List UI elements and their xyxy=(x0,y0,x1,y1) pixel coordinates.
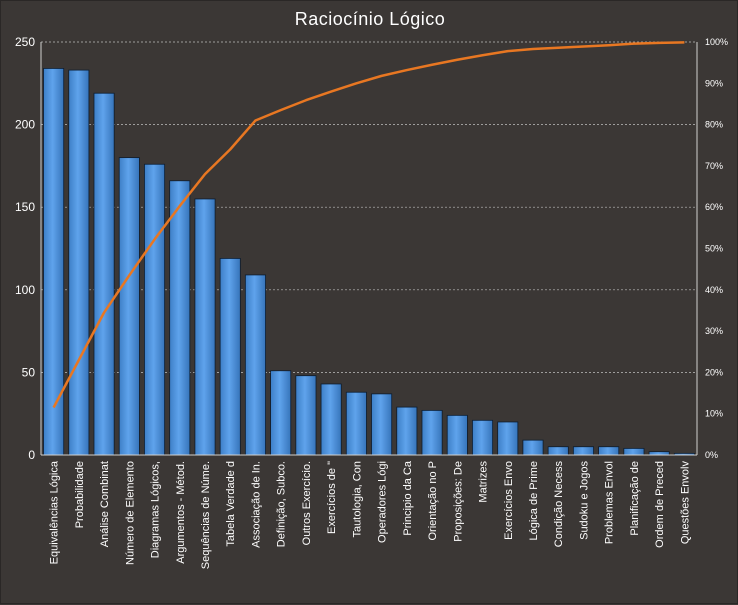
x-tick-label: Tabela Verdade d xyxy=(225,461,237,547)
bar xyxy=(447,415,467,455)
bar xyxy=(599,447,619,455)
bar xyxy=(372,394,392,455)
x-tick-label: Ordem de Preced xyxy=(654,461,666,548)
x-tick-label: Matrizes xyxy=(478,461,490,503)
x-tick-label: Planificação de xyxy=(629,461,641,536)
bar xyxy=(69,70,89,455)
bar xyxy=(321,384,341,455)
bar xyxy=(397,407,417,455)
y2-tick-label: 30% xyxy=(705,326,723,336)
y2-tick-label: 20% xyxy=(705,367,723,377)
bar xyxy=(245,275,265,455)
x-tick-label: Equivalências Lógica xyxy=(49,460,61,564)
x-tick-label: Lógica de Prime xyxy=(528,461,540,541)
y2-tick-label: 100% xyxy=(705,37,728,47)
bar xyxy=(94,93,114,455)
x-tick-label: Diagramas Lógicos, xyxy=(150,461,162,558)
x-tick-label: Probabilidade xyxy=(74,461,86,528)
x-tick-label: Questões Envolv xyxy=(679,461,691,545)
y-axis-left: 0 50 100 150 200 250 xyxy=(15,35,41,462)
x-tick-label: Orientação no P xyxy=(427,461,439,541)
bar xyxy=(220,258,240,455)
bar xyxy=(548,447,568,455)
x-axis: Equivalências Lógica Probabilidade Análise… xyxy=(41,455,697,569)
bar xyxy=(119,158,139,455)
y-tick-label: 0 xyxy=(28,448,35,462)
y2-tick-label: 40% xyxy=(705,285,723,295)
bar xyxy=(195,199,215,455)
bar xyxy=(422,410,442,455)
bar xyxy=(271,371,291,455)
y2-tick-label: 10% xyxy=(705,409,723,419)
x-tick-label: Associação de In. xyxy=(250,461,262,548)
x-tick-label: Outros Exercício. xyxy=(301,461,313,545)
x-tick-label: Número de Elemento xyxy=(124,461,136,565)
bar xyxy=(472,420,492,455)
bar xyxy=(624,448,644,455)
x-tick-label: Condição Necess xyxy=(553,461,565,548)
y-tick-label: 100 xyxy=(15,283,35,297)
y2-tick-label: 90% xyxy=(705,78,723,88)
x-tick-label: Exercícios de " xyxy=(326,461,338,534)
y2-tick-label: 80% xyxy=(705,120,723,130)
bar xyxy=(498,422,518,455)
y-tick-label: 250 xyxy=(15,35,35,49)
y2-tick-label: 60% xyxy=(705,202,723,212)
x-tick-label: Problemas Envol xyxy=(604,461,616,544)
y2-tick-label: 70% xyxy=(705,161,723,171)
x-tick-label: Definição, Subco. xyxy=(276,461,288,547)
x-tick-label: Sequências de Núme. xyxy=(200,461,212,569)
x-tick-label: Tautologia, Con xyxy=(351,461,363,537)
x-tick-label: Argumentos - Métod. xyxy=(175,461,187,564)
bar xyxy=(170,181,190,455)
bar xyxy=(144,164,164,455)
y2-tick-label: 50% xyxy=(705,244,723,254)
bar xyxy=(44,68,64,455)
x-tick-label: Análise Combinat xyxy=(99,461,111,547)
x-tick-label: Principio da Ca xyxy=(402,460,414,535)
bar xyxy=(346,392,366,455)
bar-series xyxy=(44,68,695,455)
bar xyxy=(296,376,316,455)
y-tick-label: 150 xyxy=(15,200,35,214)
x-tick-label: Proposições: De xyxy=(452,461,464,542)
x-tick-label: Exercícios Envo xyxy=(503,461,515,540)
bar xyxy=(523,440,543,455)
y-tick-label: 50 xyxy=(22,365,36,379)
x-tick-label: Sudoku e Jogos xyxy=(578,461,590,540)
y-axis-right: 0% 10% 20% 30% 40% 50% 60% 70% 80% 90% 100% xyxy=(697,37,728,460)
y2-tick-label: 0% xyxy=(705,450,718,460)
bar xyxy=(573,447,593,455)
y-tick-label: 200 xyxy=(15,118,35,132)
x-tick-label: Operadores Lógi xyxy=(377,461,389,543)
